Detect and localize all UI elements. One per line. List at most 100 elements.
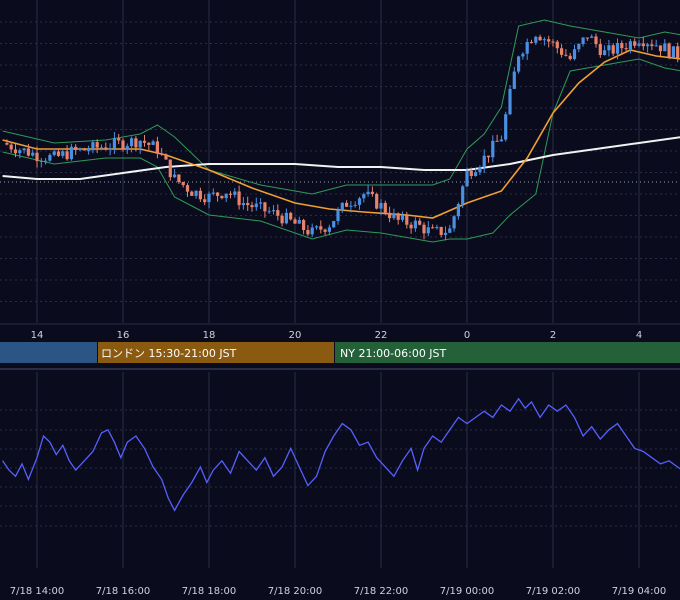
candle-body — [650, 44, 654, 47]
candle — [52, 148, 56, 157]
candle — [357, 196, 362, 210]
candle — [164, 153, 168, 160]
candle — [5, 139, 9, 146]
candle — [413, 217, 417, 232]
candle — [224, 193, 228, 203]
candle — [65, 145, 69, 161]
candle — [555, 40, 559, 54]
oscillator-panel[interactable] — [0, 372, 680, 568]
candle-body — [190, 191, 194, 196]
candle — [91, 139, 95, 154]
candle — [271, 204, 276, 215]
candle — [529, 39, 534, 44]
candle — [44, 157, 48, 165]
bottom-tick-label: 7/18 22:00 — [354, 586, 408, 597]
candle — [443, 226, 448, 241]
candle-body — [633, 41, 637, 46]
candle — [190, 190, 194, 196]
candle-body — [220, 195, 224, 199]
candle-body — [112, 138, 116, 149]
candle-body — [9, 144, 13, 150]
candle-body — [104, 147, 108, 150]
candle — [353, 201, 357, 208]
bottom-tick-label: 7/18 20:00 — [268, 586, 322, 597]
candle — [185, 183, 190, 197]
candle-body — [61, 151, 65, 156]
candle-body — [319, 226, 323, 230]
candle — [641, 37, 645, 51]
candle-body — [151, 141, 155, 145]
candle — [383, 200, 387, 215]
bottom-tick-label: 7/19 00:00 — [440, 586, 494, 597]
candle-body — [155, 141, 159, 154]
candle — [134, 135, 138, 152]
candle-body — [400, 215, 405, 220]
candle — [211, 188, 215, 196]
candle-body — [590, 36, 594, 38]
candle-body — [349, 205, 353, 207]
candle-body — [108, 148, 112, 150]
candle — [95, 139, 99, 154]
candle-body — [413, 220, 417, 229]
candle-body — [121, 140, 125, 150]
candle — [418, 218, 422, 226]
candle-body — [44, 160, 48, 162]
candle-body — [52, 151, 56, 155]
main-grid — [0, 0, 680, 325]
candle-body — [173, 174, 177, 178]
candle-body — [177, 174, 181, 183]
candle — [241, 197, 245, 210]
candle-body — [353, 204, 357, 206]
candle — [267, 206, 271, 214]
main-tick-label: 22 — [375, 330, 388, 341]
candle-body — [185, 185, 190, 192]
candle — [69, 143, 73, 161]
candle-body — [469, 170, 473, 176]
candle — [349, 200, 353, 213]
candle — [461, 184, 465, 208]
candle-body — [383, 202, 387, 213]
candle-body — [13, 149, 18, 154]
candle — [650, 39, 654, 51]
candle — [491, 135, 495, 163]
candle-body — [82, 148, 86, 151]
candle-body — [431, 227, 435, 229]
candle — [512, 66, 516, 90]
candle-body — [168, 159, 172, 178]
candle — [9, 141, 13, 153]
candle-body — [95, 142, 99, 148]
main-tick-label: 18 — [203, 330, 216, 341]
candle-body — [194, 190, 198, 196]
candle — [409, 222, 413, 234]
main-tick-label: 2 — [550, 330, 556, 341]
candle — [517, 55, 521, 74]
candle — [551, 39, 555, 47]
candle — [259, 198, 263, 210]
candle-body — [512, 71, 516, 89]
candle — [177, 174, 181, 184]
candle-body — [259, 202, 263, 204]
candle — [151, 139, 155, 146]
candle-body — [306, 229, 310, 235]
main-price-panel[interactable] — [0, 0, 680, 325]
candle-body — [452, 216, 456, 229]
candle — [138, 140, 142, 154]
candle — [276, 204, 280, 221]
candle-body — [392, 213, 396, 219]
candle — [624, 42, 628, 53]
candle — [56, 149, 61, 157]
candle-body — [572, 49, 577, 60]
candle-body — [435, 227, 439, 229]
candle — [228, 191, 233, 199]
candle — [663, 39, 667, 52]
candle-body — [491, 140, 495, 158]
candle-body — [555, 41, 559, 49]
candle-body — [241, 203, 245, 206]
candle — [486, 155, 491, 163]
candle — [547, 35, 551, 48]
candle — [495, 134, 499, 142]
candle — [572, 44, 577, 61]
candle-body — [637, 43, 641, 46]
candle-body — [56, 151, 61, 156]
